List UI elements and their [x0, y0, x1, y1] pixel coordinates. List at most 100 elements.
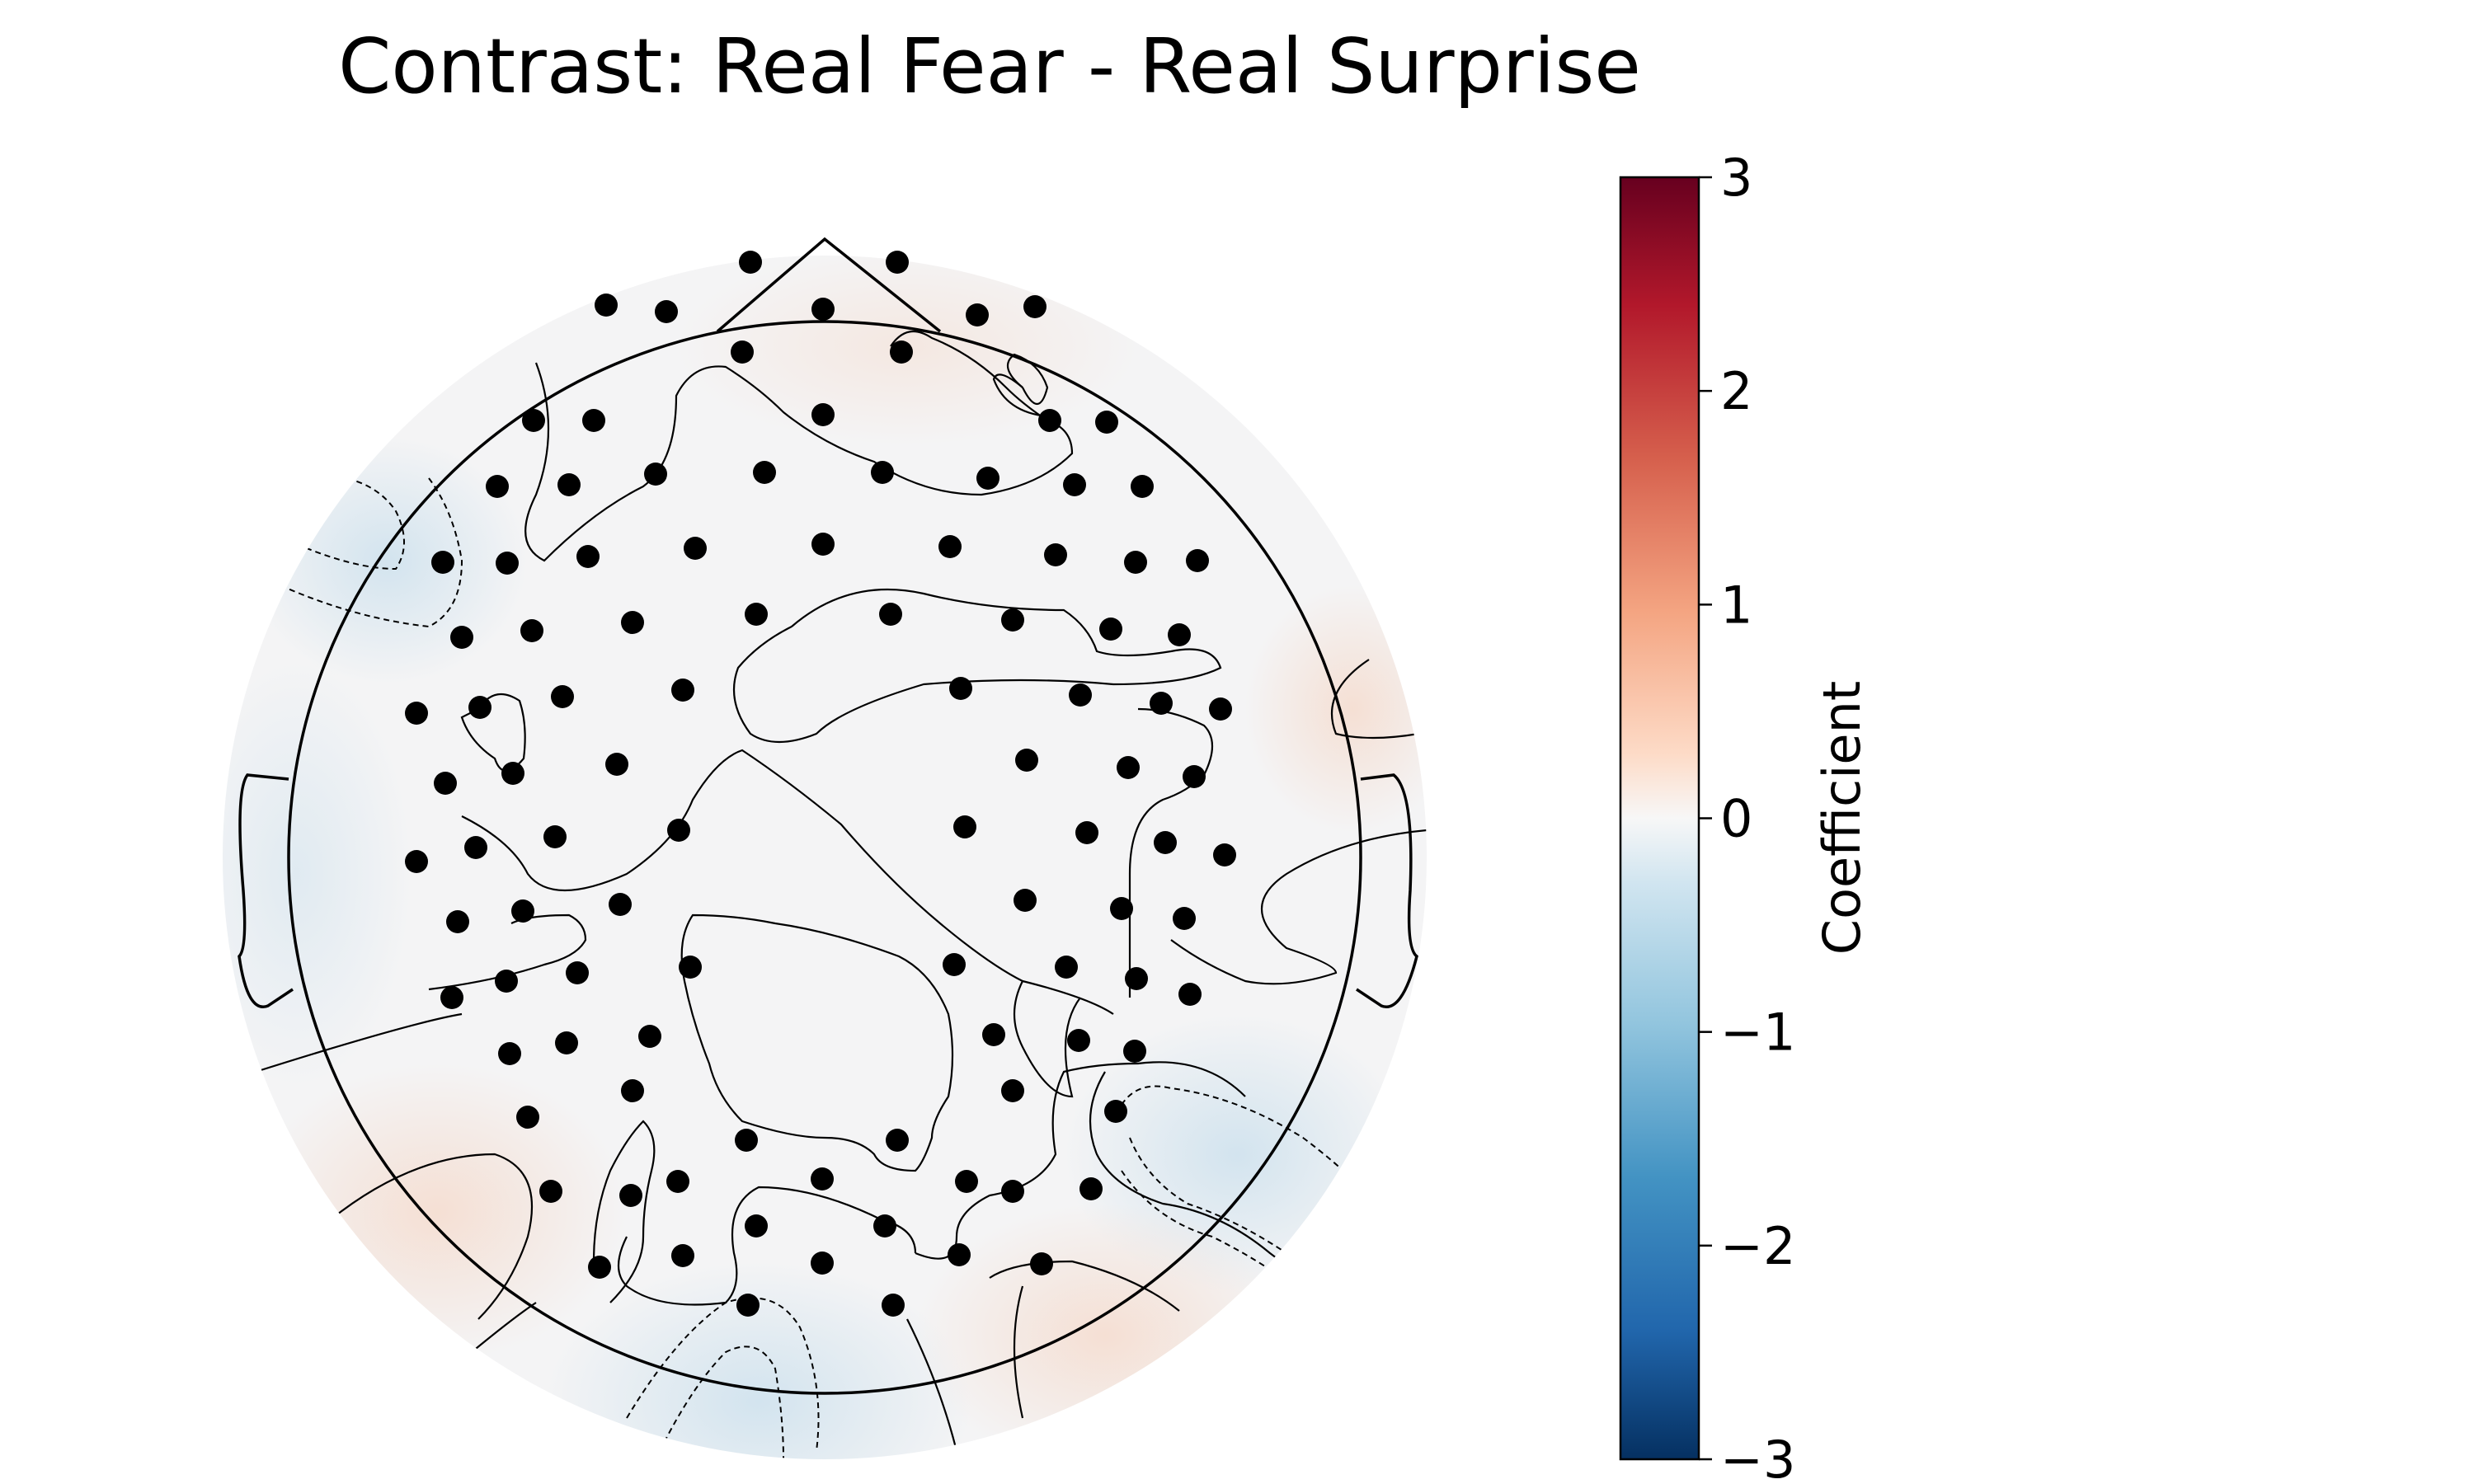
sensor-dot: [1124, 551, 1147, 574]
sensor-dot: [684, 537, 707, 560]
sensor-dot: [879, 603, 902, 626]
sensor-dot: [1001, 1079, 1024, 1102]
sensor-dot: [666, 1170, 689, 1193]
colorbar-tick-label: −1: [1720, 1003, 1795, 1063]
colorbar: 3 2 1 0 −1 −2 −3 Coefficient: [1619, 148, 1872, 1484]
sensor-dot: [621, 1079, 644, 1102]
sensor-dot: [882, 1294, 905, 1317]
sensor-dot: [949, 677, 972, 700]
nose: [716, 237, 942, 333]
sensor-dot: [1015, 749, 1038, 772]
sensor-dot: [555, 1031, 578, 1054]
sensor-dot: [1110, 897, 1133, 920]
sensor-dot: [1117, 756, 1140, 779]
sensor-dot: [405, 850, 428, 873]
sensor-markers: [405, 251, 1236, 1317]
sensor-dot: [496, 552, 519, 575]
head-outline: [238, 237, 1418, 1395]
sensor-dot: [605, 753, 628, 776]
sensor-dot: [522, 409, 545, 432]
sensor-dot: [739, 251, 762, 274]
sensor-dot: [735, 1129, 758, 1152]
sensor-dot: [811, 1252, 834, 1275]
head-circle: [287, 320, 1362, 1395]
sensor-dot: [1154, 831, 1177, 854]
sensor-dot: [890, 340, 913, 364]
sensor-dot: [1075, 821, 1098, 844]
sensor-dot: [671, 679, 694, 702]
sensor-dot: [948, 1243, 971, 1266]
sensor-dot: [498, 1042, 521, 1065]
sensor-dot: [1014, 889, 1037, 912]
sensor-dot: [1067, 1029, 1090, 1052]
sensor-dot: [1186, 549, 1209, 572]
sensor-dot: [520, 619, 543, 642]
sensor-dot: [1173, 907, 1196, 930]
sensor-dot: [976, 467, 999, 490]
sensor-dot: [886, 1129, 909, 1152]
colorbar-tick-label: 2: [1720, 361, 1752, 421]
sensor-dot: [753, 461, 776, 484]
sensor-dot: [1069, 683, 1092, 707]
sensor-dot: [1209, 697, 1232, 721]
sensor-dot: [551, 685, 574, 708]
sensor-dot: [679, 956, 702, 979]
sensor-dot: [468, 696, 492, 719]
sensor-dot: [1030, 1252, 1053, 1275]
sensor-dot: [566, 961, 589, 984]
sensor-dot: [1063, 473, 1086, 496]
sensor-dot: [1131, 475, 1154, 498]
sensor-dot: [431, 551, 454, 574]
sensor-dot: [1123, 1040, 1146, 1063]
sensor-dot: [886, 251, 909, 274]
contour-lines: [255, 330, 1427, 1452]
sensor-dot: [745, 603, 768, 626]
sensor-dot: [811, 298, 835, 321]
sensor-dot: [1079, 1177, 1103, 1200]
colorbar-tick-label: −3: [1720, 1430, 1795, 1484]
sensor-dot: [1150, 692, 1173, 715]
sensor-dot: [619, 1184, 642, 1207]
colorbar-ticks: 3 2 1 0 −1 −2 −3: [1699, 148, 1795, 1484]
sensor-dot: [1183, 765, 1206, 788]
sensor-dot: [655, 300, 678, 323]
sensor-dot: [621, 611, 644, 634]
sensor-dot: [609, 893, 632, 916]
sensor-dot: [955, 1170, 978, 1193]
sensor-dot: [405, 702, 428, 725]
sensor-dot: [446, 910, 469, 933]
sensor-dot: [1095, 411, 1118, 434]
sensor-dot: [943, 953, 966, 976]
sensor-dot: [871, 461, 894, 484]
sensor-dot: [638, 1025, 661, 1048]
sensor-dot: [543, 825, 567, 848]
sensor-dot: [671, 1244, 694, 1267]
sensor-dot: [1125, 967, 1148, 990]
sensor-dot: [811, 1167, 834, 1190]
sensor-dot: [1178, 983, 1202, 1006]
sensor-dot: [1104, 1100, 1127, 1123]
colorbar-label: Coefficient: [1812, 681, 1872, 955]
chart-title: Contrast: Real Fear - Real Surprise: [338, 22, 1641, 110]
sensor-dot: [557, 473, 581, 496]
sensor-dot: [938, 535, 962, 558]
sensor-dot: [511, 899, 534, 923]
sensor-dot: [440, 986, 463, 1009]
sensor-dot: [516, 1106, 539, 1129]
sensor-dot: [1001, 1180, 1024, 1203]
sensor-dot: [486, 475, 509, 498]
sensor-dot: [595, 294, 618, 317]
left-ear: [238, 773, 294, 1008]
sensor-dot: [745, 1214, 768, 1237]
sensor-dot: [1001, 608, 1024, 632]
sensor-dot: [966, 303, 989, 326]
sensor-dot: [588, 1256, 611, 1279]
sensor-dot: [539, 1180, 562, 1203]
colorbar-tick-label: −2: [1720, 1216, 1795, 1276]
sensor-dot: [576, 545, 600, 568]
sensor-dot: [582, 409, 605, 432]
sensor-dot: [1055, 956, 1078, 979]
sensor-dot: [501, 762, 524, 785]
sensor-dot: [1099, 618, 1122, 641]
sensor-dot: [434, 772, 457, 795]
